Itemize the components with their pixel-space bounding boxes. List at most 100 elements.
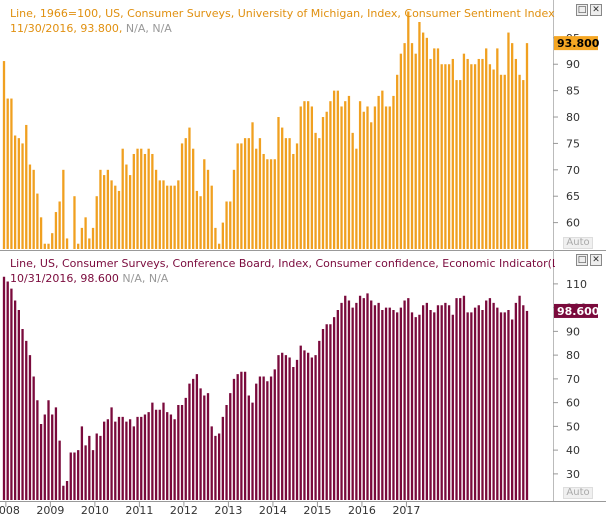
bottom-bar <box>158 409 161 500</box>
top-bar <box>158 180 161 249</box>
bottom-bar <box>281 352 284 500</box>
top-bar <box>447 64 451 249</box>
bottom-bar <box>418 314 421 500</box>
x-tick-label: 2008 <box>0 504 20 517</box>
top-bar <box>318 138 321 249</box>
bottom-bar <box>514 302 518 500</box>
bottom-bar <box>329 324 332 500</box>
top-bar <box>366 106 369 249</box>
top-bar <box>481 58 484 249</box>
bottom-bar <box>91 450 95 500</box>
bottom-legend-line1: Line, US, Consumer Surveys, Conference B… <box>10 257 555 270</box>
bottom-bar <box>251 402 254 500</box>
bottom-bar <box>447 305 451 500</box>
bottom-bar <box>6 281 9 500</box>
bottom-bar <box>2 276 6 500</box>
top-bar <box>344 101 347 250</box>
bottom-auto-scale-button[interactable]: Auto <box>563 487 593 499</box>
top-bar <box>388 106 391 249</box>
bottom-bar <box>462 295 466 500</box>
top-bar <box>43 243 46 249</box>
restore-icon[interactable]: □ <box>576 4 588 16</box>
top-bar <box>128 175 132 249</box>
bottom-bar <box>266 381 269 500</box>
bottom-bar <box>522 305 525 500</box>
top-bar <box>314 132 317 249</box>
bottom-bar <box>128 419 132 500</box>
bottom-bar <box>188 383 191 500</box>
top-bar <box>173 185 176 249</box>
close-icon[interactable]: ✕ <box>590 4 602 16</box>
top-bar <box>425 37 429 250</box>
bottom-bar <box>262 376 265 500</box>
bottom-bar <box>314 355 317 500</box>
bottom-bar <box>288 357 291 500</box>
top-bar <box>62 169 65 249</box>
top-bar <box>102 175 106 249</box>
top-bar <box>269 159 273 249</box>
bottom-bar <box>95 433 98 500</box>
top-bar <box>28 164 32 249</box>
top-bar <box>518 74 521 249</box>
top-pane-buttons: □ ✕ <box>576 4 602 16</box>
bottom-bar <box>525 310 529 500</box>
bottom-bar <box>436 305 440 500</box>
bottom-bar <box>143 414 147 500</box>
top-bar <box>210 185 213 249</box>
top-bar <box>355 148 358 249</box>
bottom-bar <box>255 383 258 500</box>
top-bar <box>310 106 314 249</box>
top-y-tick-label: 80 <box>566 111 580 124</box>
top-bar <box>399 53 403 249</box>
bottom-bar <box>325 324 328 500</box>
bottom-bar <box>117 416 121 500</box>
top-bar <box>473 64 477 249</box>
top-bar <box>80 227 84 249</box>
restore-icon[interactable]: □ <box>576 254 588 266</box>
top-bar <box>221 222 224 249</box>
bottom-bar <box>84 445 87 500</box>
top-bar <box>225 201 228 249</box>
top-bar <box>117 190 121 249</box>
top-bar <box>303 101 306 250</box>
top-bar <box>336 90 339 250</box>
bottom-bar <box>485 300 488 500</box>
bottom-bar <box>321 329 325 500</box>
close-icon[interactable]: ✕ <box>590 254 602 266</box>
top-bar <box>2 61 6 249</box>
top-bar <box>358 101 362 250</box>
top-bar <box>247 138 250 249</box>
bottom-bar <box>17 310 20 500</box>
bottom-y-tick-label: 110 <box>566 278 587 291</box>
top-bar <box>114 185 117 249</box>
bottom-bar <box>247 395 250 500</box>
top-bar <box>295 143 299 249</box>
bottom-bar <box>210 426 213 500</box>
x-tick-label: 2015 <box>303 504 331 517</box>
x-tick-label: 2010 <box>81 504 109 517</box>
top-bar <box>39 217 43 249</box>
bottom-bar <box>54 407 58 500</box>
top-bar <box>214 227 217 249</box>
x-tick-label: 2013 <box>214 504 242 517</box>
top-bar <box>455 80 458 250</box>
top-auto-scale-button[interactable]: Auto <box>563 237 593 249</box>
top-y-tick-label: 60 <box>566 217 580 230</box>
bottom-bar <box>169 414 173 500</box>
bottom-bar <box>13 300 17 500</box>
top-bar <box>147 148 150 249</box>
bottom-bar <box>388 307 391 500</box>
top-bar <box>377 95 380 249</box>
bottom-bar <box>32 376 35 500</box>
top-bar <box>488 64 492 249</box>
bottom-bar <box>414 317 417 500</box>
bottom-y-tick-label: 50 <box>566 420 580 433</box>
top-bar <box>351 132 354 249</box>
top-bar <box>514 58 518 249</box>
top-bar <box>392 95 395 249</box>
bottom-bar <box>399 307 403 500</box>
bottom-bar <box>499 312 503 500</box>
bottom-bar <box>258 376 262 500</box>
top-bar <box>281 127 284 249</box>
bottom-bar <box>99 435 102 500</box>
